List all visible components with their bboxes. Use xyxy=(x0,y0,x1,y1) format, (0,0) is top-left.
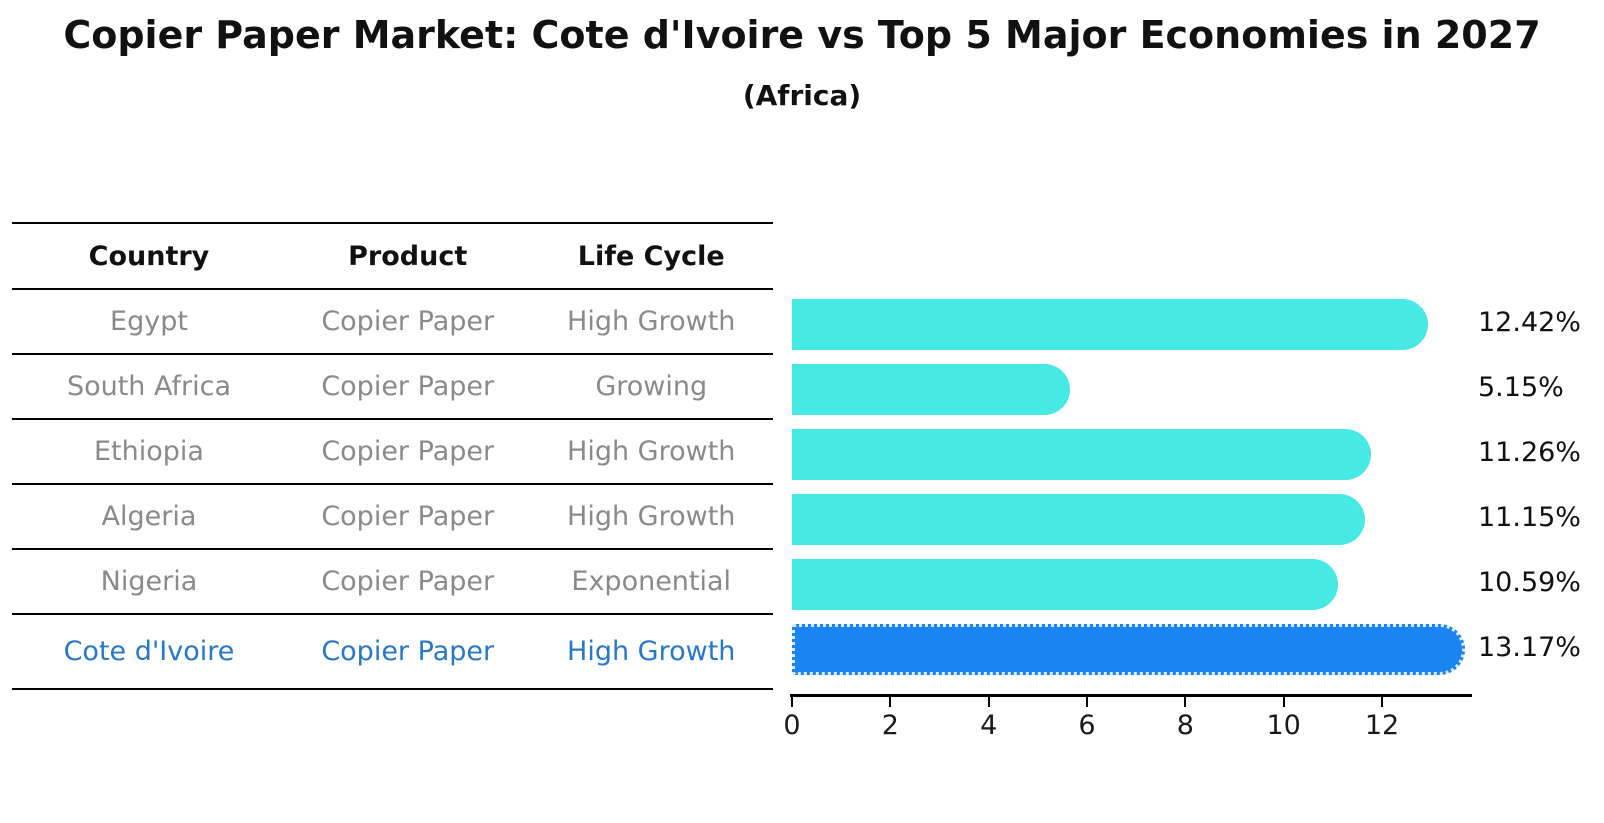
bar-plot-area xyxy=(792,290,1475,680)
table-row: Ethiopia Copier Paper High Growth xyxy=(12,420,773,485)
bar-cote-divoire xyxy=(792,624,1465,675)
country-table: Country Product Life Cycle Egypt Copier … xyxy=(12,222,773,690)
table-header-row: Country Product Life Cycle xyxy=(12,224,773,290)
x-axis-tick xyxy=(1086,697,1089,707)
cell-life-cycle: High Growth xyxy=(567,306,736,337)
value-label: 13.17% xyxy=(1478,632,1581,663)
bar-egypt xyxy=(792,299,1428,350)
bar-slot xyxy=(792,290,1475,355)
x-axis: 0 2 4 6 8 10 12 xyxy=(783,694,1475,754)
x-axis-tick xyxy=(1381,697,1384,707)
bar-ethiopia xyxy=(792,429,1371,480)
x-axis-tick-label: 8 xyxy=(1176,710,1194,741)
bar-slot xyxy=(792,550,1475,615)
column-header-life-cycle: Life Cycle xyxy=(577,240,725,272)
x-axis-tick-label: 12 xyxy=(1364,710,1400,741)
cell-life-cycle: High Growth xyxy=(567,436,736,467)
bar-nigeria xyxy=(792,559,1338,610)
cell-country: South Africa xyxy=(66,371,231,402)
cell-product: Copier Paper xyxy=(321,306,495,337)
x-axis-tick-label: 0 xyxy=(783,710,801,741)
x-axis-tick xyxy=(791,697,793,707)
cell-country: Ethiopia xyxy=(93,436,204,467)
cell-life-cycle: High Growth xyxy=(567,501,736,532)
cell-product: Copier Paper xyxy=(321,566,495,597)
cell-country: Algeria xyxy=(101,501,197,532)
value-label: 10.59% xyxy=(1478,567,1581,598)
cell-product: Copier Paper xyxy=(321,371,495,402)
cell-life-cycle: Growing xyxy=(595,371,708,402)
value-label: 11.15% xyxy=(1478,502,1581,533)
bar-slot xyxy=(792,420,1475,485)
bar-algeria xyxy=(792,494,1365,545)
x-axis-tick xyxy=(1282,697,1285,707)
table-row: Algeria Copier Paper High Growth xyxy=(12,485,773,550)
x-axis-tick-label: 6 xyxy=(1078,710,1096,741)
value-labels: 12.42% 5.15% 11.26% 11.15% 10.59% 13.17% xyxy=(1478,290,1604,680)
cell-life-cycle: Exponential xyxy=(571,566,732,597)
x-axis-tick xyxy=(1184,697,1187,707)
cell-country: Cote d'Ivoire xyxy=(63,636,235,667)
value-label: 12.42% xyxy=(1478,307,1581,338)
table-row: Nigeria Copier Paper Exponential xyxy=(12,550,773,615)
x-axis-line xyxy=(790,694,1472,697)
cell-country: Nigeria xyxy=(100,566,198,597)
x-axis-tick xyxy=(987,697,990,707)
column-header-country: Country xyxy=(88,240,210,272)
x-axis-tick-label: 2 xyxy=(881,710,899,741)
bar-slot xyxy=(792,615,1475,680)
x-axis-tick-label: 4 xyxy=(980,710,998,741)
x-axis-tick-label: 10 xyxy=(1266,710,1301,741)
value-label: 11.26% xyxy=(1478,437,1581,468)
bar-slot xyxy=(792,355,1475,420)
table-row: Egypt Copier Paper High Growth xyxy=(12,290,773,355)
cell-product: Copier Paper xyxy=(321,501,495,532)
cell-life-cycle: High Growth xyxy=(567,636,736,667)
table-row: South Africa Copier Paper Growing xyxy=(12,355,773,420)
cell-product: Copier Paper xyxy=(321,636,495,667)
chart-title: Copier Paper Market: Cote d'Ivoire vs To… xyxy=(63,13,1541,57)
bar-slot xyxy=(792,485,1475,550)
table-row-highlighted: Cote d'Ivoire Copier Paper High Growth xyxy=(12,615,773,690)
x-axis-tick xyxy=(889,697,892,707)
chart-subtitle: (Africa) xyxy=(742,79,862,112)
value-label: 5.15% xyxy=(1478,372,1564,403)
cell-product: Copier Paper xyxy=(321,436,495,467)
cell-country: Egypt xyxy=(110,306,188,337)
bar-south-africa xyxy=(792,364,1070,415)
column-header-product: Product xyxy=(348,240,468,272)
